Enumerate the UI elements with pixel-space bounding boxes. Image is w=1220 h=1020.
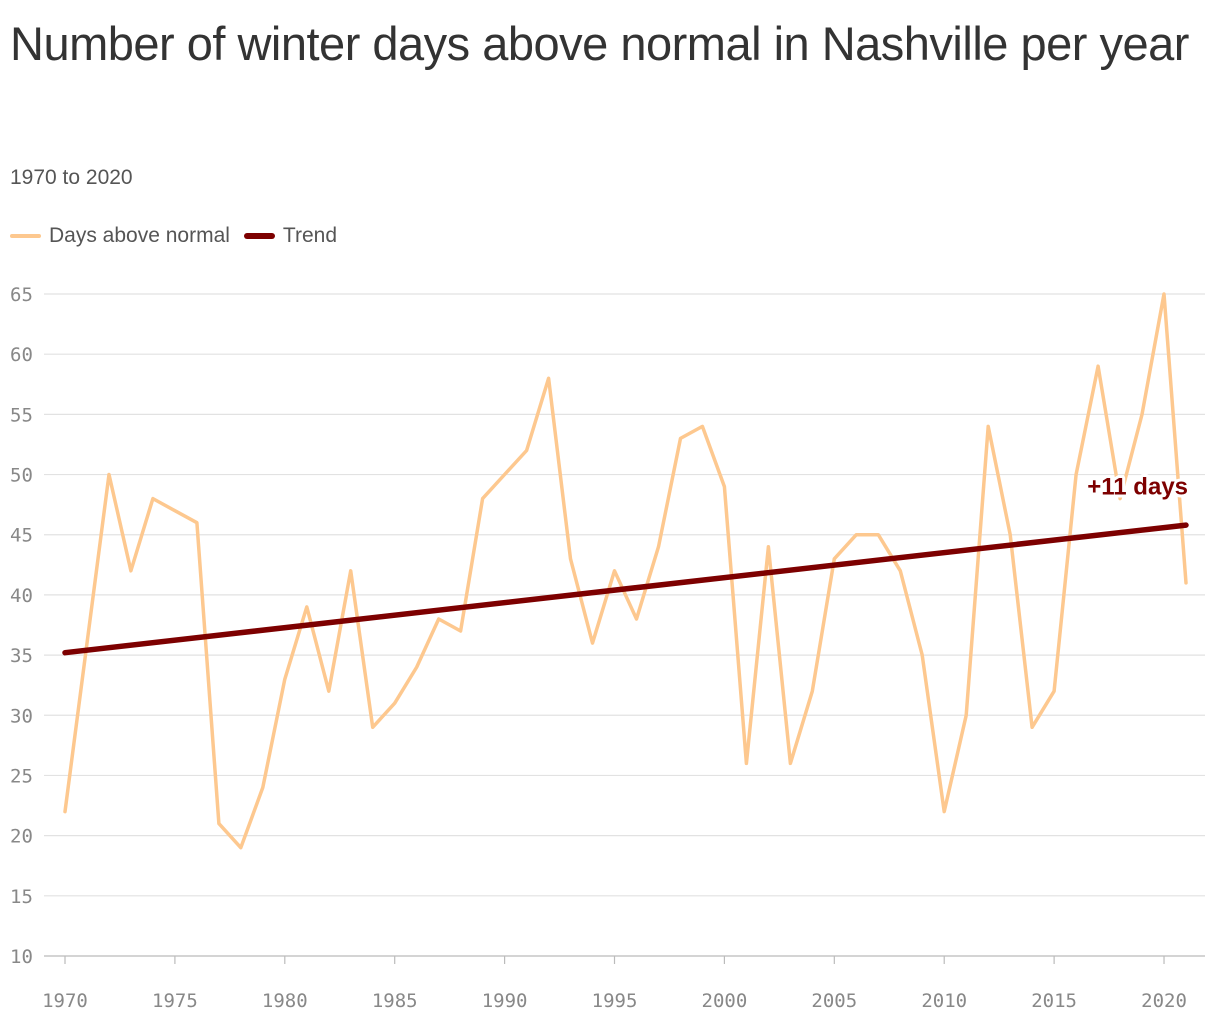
legend-item-days-above-normal: Days above normal <box>10 224 230 248</box>
x-tick-label: 1995 <box>592 990 638 1012</box>
series <box>62 292 1189 850</box>
chart-subtitle: 1970 to 2020 <box>10 166 133 189</box>
y-tick-label: 35 <box>10 645 33 667</box>
legend-swatch-days-above-normal <box>10 234 41 238</box>
x-tick-label: 2000 <box>702 990 748 1012</box>
legend: Days above normal Trend <box>10 224 351 248</box>
y-tick-label: 30 <box>10 705 33 727</box>
x-tick-label: 2005 <box>811 990 857 1012</box>
legend-item-trend: Trend <box>243 224 338 248</box>
series-line-days-above-normal <box>63 292 1188 850</box>
x-tick-label: 1980 <box>262 990 308 1012</box>
y-tick-label: 15 <box>10 886 33 908</box>
legend-label-trend: Trend <box>282 224 338 247</box>
gridlines <box>44 293 1205 957</box>
y-tick-label: 65 <box>10 284 33 306</box>
legend-swatch-trend <box>243 233 275 239</box>
x-tick-label: 1990 <box>482 990 528 1012</box>
legend-label-days-above-normal: Days above normal <box>49 224 230 247</box>
annotation-halo: +11 days <box>1087 473 1188 500</box>
x-tick-label: 2010 <box>921 990 967 1012</box>
y-tick-label: 25 <box>10 765 33 787</box>
y-axis-ticks: 10 15 20 25 30 35 40 45 50 55 60 65 <box>10 284 33 968</box>
annotations: +11 days+11 days <box>1084 470 1191 503</box>
series-line-trend <box>62 522 1189 656</box>
x-tick-label: 1985 <box>372 990 418 1012</box>
y-tick-label: 10 <box>10 946 33 968</box>
y-tick-label: 55 <box>10 404 33 426</box>
annotation-label: +11 days <box>1087 473 1188 500</box>
x-axis-ticks: 1970 1975 1980 1985 1990 1995 2000 2005 2010 2015… <box>42 956 1187 1012</box>
x-tick-label: 2015 <box>1031 990 1077 1012</box>
chart-title: Number of winter days above normal in Na… <box>10 17 1189 70</box>
y-tick-label: 60 <box>10 344 33 366</box>
x-tick-label: 1970 <box>42 990 88 1012</box>
y-tick-label: 20 <box>10 826 33 848</box>
x-tick-label: 1975 <box>152 990 198 1012</box>
y-tick-label: 40 <box>10 585 33 607</box>
x-tick-label: 2020 <box>1141 990 1187 1012</box>
y-tick-label: 45 <box>10 525 33 547</box>
y-tick-label: 50 <box>10 465 33 487</box>
